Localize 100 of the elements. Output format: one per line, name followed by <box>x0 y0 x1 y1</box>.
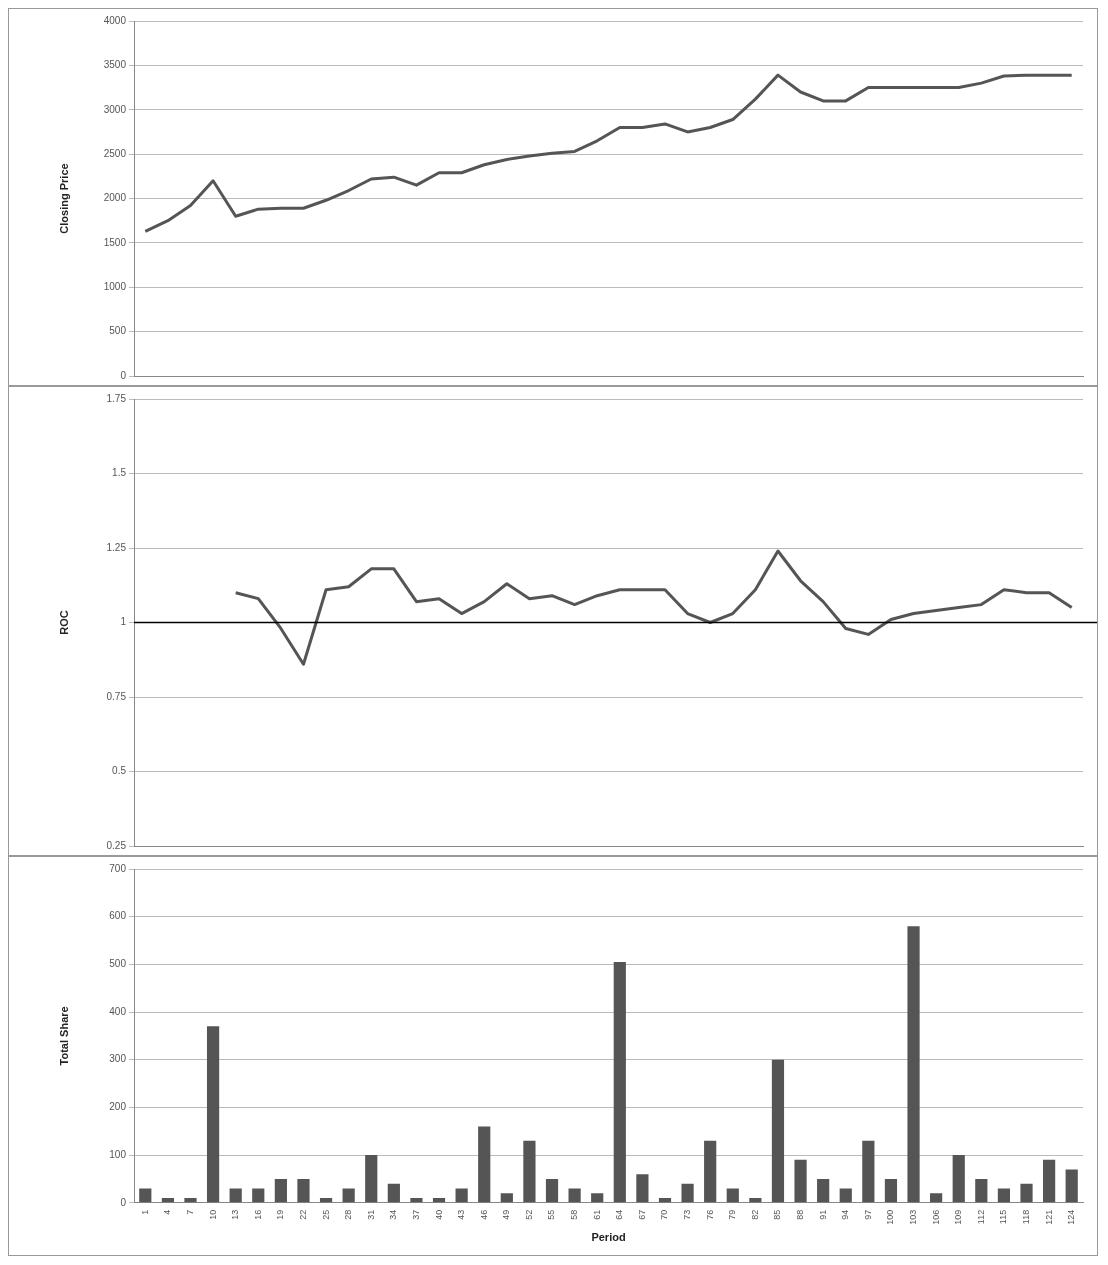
bar <box>432 1198 446 1203</box>
y-tick-label: 1.25 <box>106 541 127 553</box>
bar <box>500 1193 513 1203</box>
x-tick-label: 94 <box>840 1209 851 1220</box>
x-tick-label: 25 <box>320 1209 331 1220</box>
y-tick-label: 1 <box>120 616 127 628</box>
x-tick-label: 79 <box>727 1209 738 1220</box>
y-tick-label: 2000 <box>103 192 127 204</box>
bar <box>613 961 626 1203</box>
x-tick-label: 34 <box>388 1209 399 1220</box>
y-tick-label: 0.75 <box>106 690 127 702</box>
x-tick-label: 40 <box>433 1209 444 1220</box>
x-tick-label: 13 <box>230 1209 241 1220</box>
x-tick-label: 52 <box>523 1209 534 1220</box>
bar <box>229 1188 242 1203</box>
x-tick-label: 19 <box>275 1209 286 1220</box>
x-tick-label: 16 <box>252 1209 263 1220</box>
y-tick-label: 0 <box>120 369 127 381</box>
bar <box>817 1178 830 1203</box>
x-tick-label: 103 <box>908 1209 919 1225</box>
x-tick-label: 49 <box>501 1209 512 1220</box>
x-tick-label: 97 <box>862 1209 873 1220</box>
x-tick-label: 112 <box>975 1209 986 1225</box>
y-axis-title: Total Share <box>57 1006 70 1066</box>
x-tick-label: 88 <box>795 1209 806 1220</box>
y-axis-title: ROC <box>57 610 70 635</box>
bar <box>862 1140 875 1203</box>
bar <box>568 1188 581 1203</box>
bar <box>161 1198 174 1203</box>
x-tick-label: 55 <box>546 1209 557 1220</box>
bar <box>681 1183 694 1203</box>
bar <box>252 1188 265 1203</box>
bar <box>410 1198 423 1203</box>
x-tick-label: 64 <box>614 1209 625 1220</box>
bar <box>1065 1169 1078 1203</box>
x-tick-label: 61 <box>591 1209 602 1220</box>
x-tick-label: 109 <box>953 1209 964 1225</box>
bar <box>206 1026 220 1203</box>
x-tick-label: 100 <box>885 1209 896 1225</box>
x-tick-label: 7 <box>184 1209 195 1215</box>
bar <box>884 1178 898 1203</box>
x-tick-label: 124 <box>1066 1209 1077 1225</box>
bar <box>794 1159 807 1203</box>
bar <box>387 1183 400 1203</box>
y-tick-label: 500 <box>109 958 127 970</box>
y-tick-label: 700 <box>109 862 127 874</box>
x-tick-label: 58 <box>569 1209 580 1220</box>
x-tick-label: 70 <box>659 1209 670 1220</box>
y-tick-label: 500 <box>109 325 127 337</box>
y-tick-label: 0.5 <box>112 765 127 777</box>
bar <box>591 1193 604 1203</box>
y-tick-label: 0.25 <box>106 839 127 851</box>
bar <box>545 1178 559 1203</box>
x-tick-label: 43 <box>456 1209 467 1220</box>
x-axis-title: Period <box>591 1231 626 1244</box>
x-tick-label: 4 <box>162 1209 173 1215</box>
y-tick-label: 1.5 <box>112 467 127 479</box>
x-tick-label: 31 <box>365 1209 376 1220</box>
y-tick-label: 0 <box>120 1196 127 1208</box>
y-axis-title: Closing Price <box>57 163 70 234</box>
bar <box>839 1188 852 1203</box>
bar <box>997 1188 1011 1203</box>
bar <box>771 1059 785 1203</box>
y-tick-label: 2500 <box>103 147 127 159</box>
bar <box>1043 1159 1056 1203</box>
bar <box>952 1155 965 1203</box>
x-tick-label: 121 <box>1043 1209 1054 1225</box>
y-tick-label: 1.75 <box>106 392 127 404</box>
bar <box>274 1178 287 1203</box>
x-tick-label: 118 <box>1021 1209 1031 1225</box>
bar <box>907 926 920 1203</box>
y-tick-label: 200 <box>109 1101 127 1113</box>
x-tick-label: 37 <box>410 1209 421 1220</box>
x-tick-label: 46 <box>478 1209 489 1220</box>
bar <box>523 1140 536 1203</box>
bar <box>930 1193 943 1203</box>
y-tick-label: 3500 <box>103 59 127 71</box>
y-tick-label: 1500 <box>103 236 127 248</box>
bar <box>184 1198 197 1203</box>
x-tick-label: 76 <box>704 1209 715 1220</box>
bar <box>342 1188 355 1203</box>
bar <box>478 1126 491 1203</box>
x-tick-label: 91 <box>817 1209 828 1220</box>
x-tick-label: 73 <box>682 1209 693 1220</box>
bar <box>636 1174 649 1203</box>
y-tick-label: 3000 <box>103 103 127 115</box>
y-tick-label: 100 <box>109 1148 127 1160</box>
y-tick-label: 400 <box>109 1005 127 1017</box>
bar <box>319 1198 333 1203</box>
bar <box>704 1140 717 1203</box>
bar <box>658 1198 672 1203</box>
y-tick-label: 600 <box>109 910 127 922</box>
x-tick-label: 10 <box>207 1209 218 1220</box>
bar <box>139 1188 152 1203</box>
x-tick-label: 1 <box>139 1209 150 1215</box>
x-tick-label: 82 <box>749 1209 760 1220</box>
bar <box>365 1155 378 1203</box>
y-tick-label: 1000 <box>103 281 127 292</box>
bar <box>455 1188 468 1203</box>
bar <box>1020 1183 1033 1203</box>
